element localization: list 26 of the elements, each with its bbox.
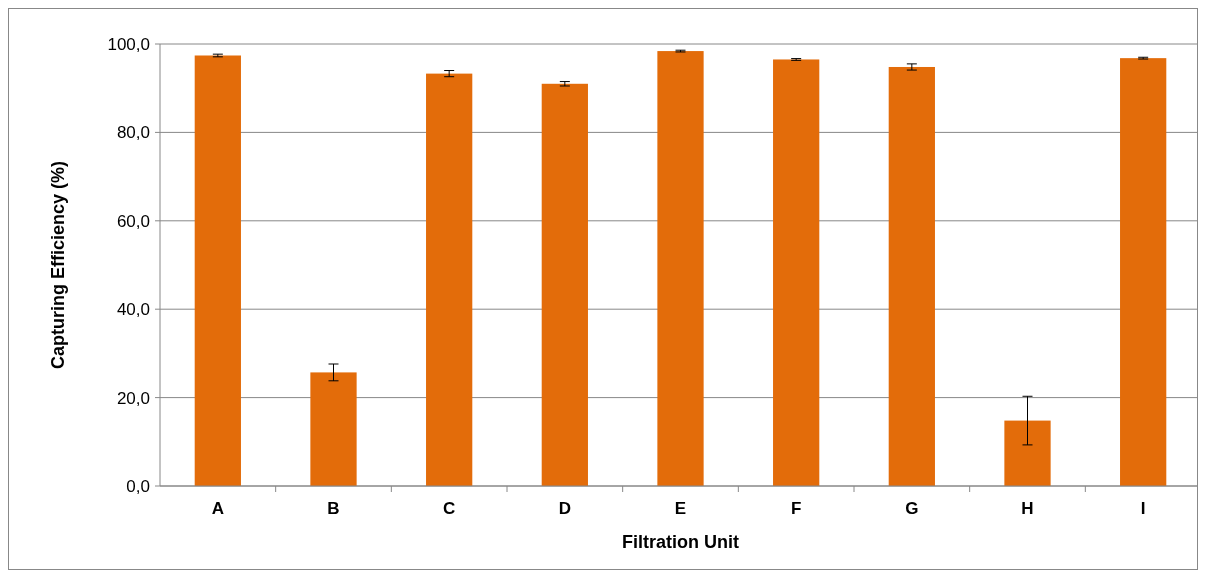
y-tick-label: 20,0 — [116, 388, 150, 408]
bar — [310, 372, 357, 486]
y-tick-label: 60,0 — [116, 211, 150, 231]
x-tick-label: C — [443, 499, 456, 518]
y-tick-label: 80,0 — [116, 123, 150, 143]
bar — [541, 83, 588, 486]
x-tick-label: E — [674, 499, 687, 518]
x-tick-label: G — [905, 499, 919, 518]
x-tick-label: D — [558, 499, 571, 518]
x-tick-label: F — [790, 499, 802, 518]
x-tick-label: A — [211, 499, 224, 518]
bar — [426, 73, 473, 486]
bar — [1120, 58, 1167, 486]
bar — [194, 55, 241, 486]
y-tick-label: 40,0 — [116, 300, 150, 320]
x-tick-label: I — [1140, 499, 1146, 518]
bar — [773, 59, 820, 486]
bar — [888, 66, 935, 486]
x-tick-label: H — [1021, 499, 1034, 518]
x-tick-label: B — [327, 499, 340, 518]
y-tick-label: 100,0 — [107, 34, 150, 54]
bar — [657, 51, 704, 486]
y-tick-label: 0,0 — [126, 476, 150, 496]
x-axis-title: Filtration Unit — [622, 532, 739, 552]
y-axis-title: Capturing Efficiency (%) — [48, 160, 68, 370]
bar — [1004, 420, 1051, 486]
